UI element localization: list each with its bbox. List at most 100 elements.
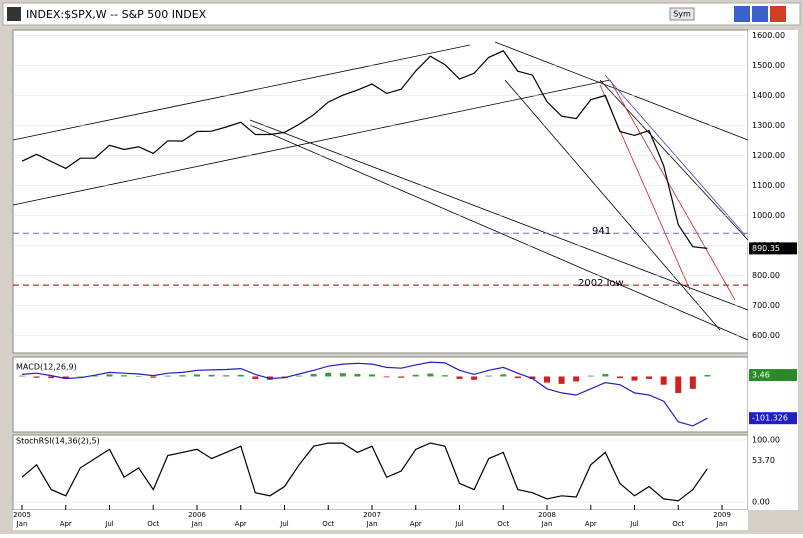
x-tick-label: Oct <box>322 520 334 528</box>
macd-bar <box>164 375 171 377</box>
macd-bar <box>383 376 390 378</box>
macd-bar <box>223 375 230 377</box>
minimize-button[interactable] <box>734 6 750 22</box>
panel-title: StochRSI(14,36(2),5) <box>16 437 100 446</box>
macd-bar <box>398 376 405 378</box>
macd-bar <box>106 374 113 377</box>
x-tick-label: Jan <box>16 520 28 528</box>
y-tick-label: 800.00 <box>752 271 780 280</box>
app-icon <box>7 7 21 21</box>
macd-bar <box>48 376 55 379</box>
level-label: 2002 low <box>578 278 624 289</box>
macd-bar <box>194 374 200 377</box>
macd-bar <box>689 376 696 389</box>
y-tick-label: 600.00 <box>752 331 780 340</box>
x-tick-label: Jul <box>279 520 289 528</box>
macd-bar <box>646 376 653 379</box>
macd-panel <box>12 356 749 433</box>
macd-bar <box>310 374 317 377</box>
macd-bar <box>77 376 84 377</box>
macd-bar <box>660 376 667 385</box>
macd-bar <box>456 376 463 379</box>
year-label: 2006 <box>188 511 206 519</box>
macd-bar <box>121 375 128 377</box>
year-label: 2007 <box>363 511 381 519</box>
macd-bar <box>631 376 638 381</box>
macd-bar <box>296 375 303 377</box>
macd-bar <box>573 376 580 382</box>
value-badge <box>749 242 797 255</box>
y-tick-label: 700.00 <box>752 301 780 310</box>
macd-bar <box>500 374 507 377</box>
y-tick-label: 1200.00 <box>752 151 785 160</box>
x-tick-label: Apr <box>60 520 72 528</box>
macd-bar <box>19 375 25 377</box>
macd-bar <box>616 376 623 379</box>
price-line <box>21 50 708 249</box>
macd-bar <box>675 376 682 393</box>
macd-bar <box>339 373 346 377</box>
value-badge <box>749 412 797 425</box>
y-tick-label: 1600.00 <box>752 31 785 40</box>
maximize-button[interactable] <box>752 6 768 22</box>
macd-bar <box>558 376 565 384</box>
macd-bar <box>237 374 244 377</box>
macd-bar <box>704 375 711 377</box>
panel-title: MACD(12,26,9) <box>16 363 77 372</box>
macd-bar <box>514 376 521 379</box>
year-label: 2009 <box>713 511 731 519</box>
y-tick-label: 1000.00 <box>752 211 785 220</box>
x-tick-label: Jul <box>104 520 114 528</box>
time-axis <box>13 510 748 530</box>
macd-bar <box>179 375 186 377</box>
macd-bar <box>135 376 142 377</box>
value-badge-label: 53.70 <box>752 456 775 465</box>
price-panel <box>12 29 749 354</box>
macd-bar <box>427 373 434 377</box>
price-line <box>21 442 708 502</box>
x-tick-label: Oct <box>147 520 159 528</box>
sym-button[interactable] <box>669 7 695 21</box>
value-badge <box>749 369 797 382</box>
y-tick-label: 1300.00 <box>752 121 785 130</box>
blue-trendlines <box>604 74 746 236</box>
x-tick-label: Jul <box>454 520 464 528</box>
x-tick-label: Jan <box>191 520 203 528</box>
macd-bar <box>529 376 536 379</box>
x-tick-label: Jan <box>541 520 553 528</box>
sym-label: Sym <box>673 10 691 19</box>
close-button[interactable] <box>770 6 786 22</box>
year-label: 2008 <box>538 511 556 519</box>
x-tick-label: Oct <box>497 520 509 528</box>
trendlines <box>12 41 749 341</box>
macd-bar <box>208 374 215 377</box>
window-title: INDEX:$SPX,W -- S&P 500 INDEX <box>26 8 207 21</box>
x-tick-label: Jan <box>716 520 728 528</box>
x-tick-label: Jul <box>629 520 639 528</box>
x-tick-label: Apr <box>235 520 247 528</box>
macd-bar <box>544 376 550 383</box>
macd-bar <box>441 375 448 377</box>
macd-bar <box>33 376 40 378</box>
stoch-panel <box>12 434 749 511</box>
macd-bar <box>325 372 332 377</box>
macd-bar <box>62 376 69 379</box>
macd-bar <box>485 375 492 377</box>
y-tick-label: 1100.00 <box>752 181 785 190</box>
level-label: 941 <box>592 226 611 237</box>
macd-bar <box>150 376 157 378</box>
macd-bar <box>471 376 478 380</box>
y-tick-label: 1400.00 <box>752 91 785 100</box>
macd-line <box>21 361 708 427</box>
x-tick-label: Apr <box>410 520 422 528</box>
macd-bar <box>91 375 98 377</box>
macd-bar <box>252 376 259 379</box>
value-badge-label: 890.35 <box>752 244 780 253</box>
value-badge <box>749 454 797 467</box>
title-bar <box>2 2 801 26</box>
x-tick-label: Jan <box>366 520 378 528</box>
y-tick-label: 1500.00 <box>752 61 785 70</box>
y-tick-label: 100.00 <box>752 436 780 445</box>
y-tick-label: 0.00 <box>752 498 770 507</box>
